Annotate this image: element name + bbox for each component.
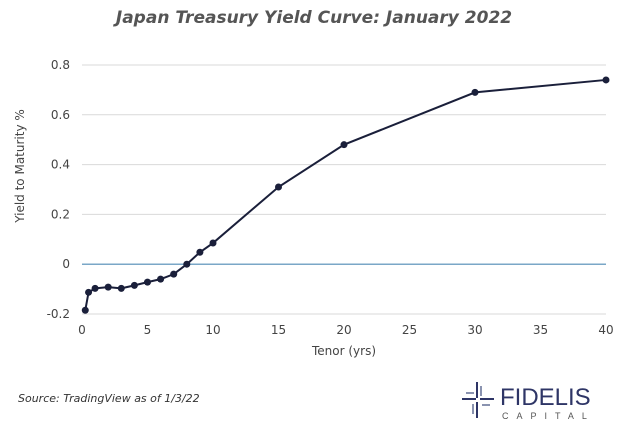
x-tick-label: 0 [78,323,86,337]
x-tick-label: 20 [336,323,351,337]
data-point [183,260,191,268]
y-axis-label: Yield to Maturity % [13,109,27,224]
y-tick-label: 0.6 [51,108,70,122]
y-tick-label: 0.2 [51,207,70,221]
source-note: Source: TradingView as of 1/3/22 [18,392,200,405]
x-tick-label: 15 [271,323,286,337]
data-point [117,284,125,292]
data-point [340,141,348,149]
svg-text:CAPITAL: CAPITAL [502,411,595,421]
y-tick-label: 0.4 [51,158,70,172]
svg-text:FIDELIS: FIDELIS [500,384,591,411]
data-point [91,284,99,292]
data-point [170,270,178,278]
data-point [144,278,151,286]
y-tick-label: 0 [62,257,70,271]
y-tick-label: 0.8 [51,58,70,72]
y-tick-label: -0.2 [47,307,70,321]
data-point [209,239,217,247]
x-tick-label: 25 [402,323,417,337]
x-axis-label: Tenor (yrs) [311,344,376,358]
x-tick-label: 10 [205,323,220,337]
x-tick-label: 30 [467,323,482,337]
chart-title: Japan Treasury Yield Curve: January 2022 [115,8,513,28]
fidelis-capital-logo: FIDELIS CAPITAL [462,382,595,421]
logo-mark-icon [462,382,494,418]
data-point [104,283,112,291]
data-point [85,288,93,296]
yield-curve-chart: 0 5 10 15 20 25 30 35 40 -0.2 0 0.2 0.4 0.6 0.8 Tenor… [13,58,614,358]
x-tick-label: 40 [598,323,613,337]
data-point [81,306,89,314]
data-point [196,248,204,256]
data-point [275,183,282,191]
data-point [471,88,479,96]
x-tick-label: 35 [533,323,548,337]
data-point [130,281,138,289]
yield-line [84,78,607,311]
x-tick-label: 5 [144,323,152,337]
data-point [602,76,610,84]
data-point [157,275,165,283]
